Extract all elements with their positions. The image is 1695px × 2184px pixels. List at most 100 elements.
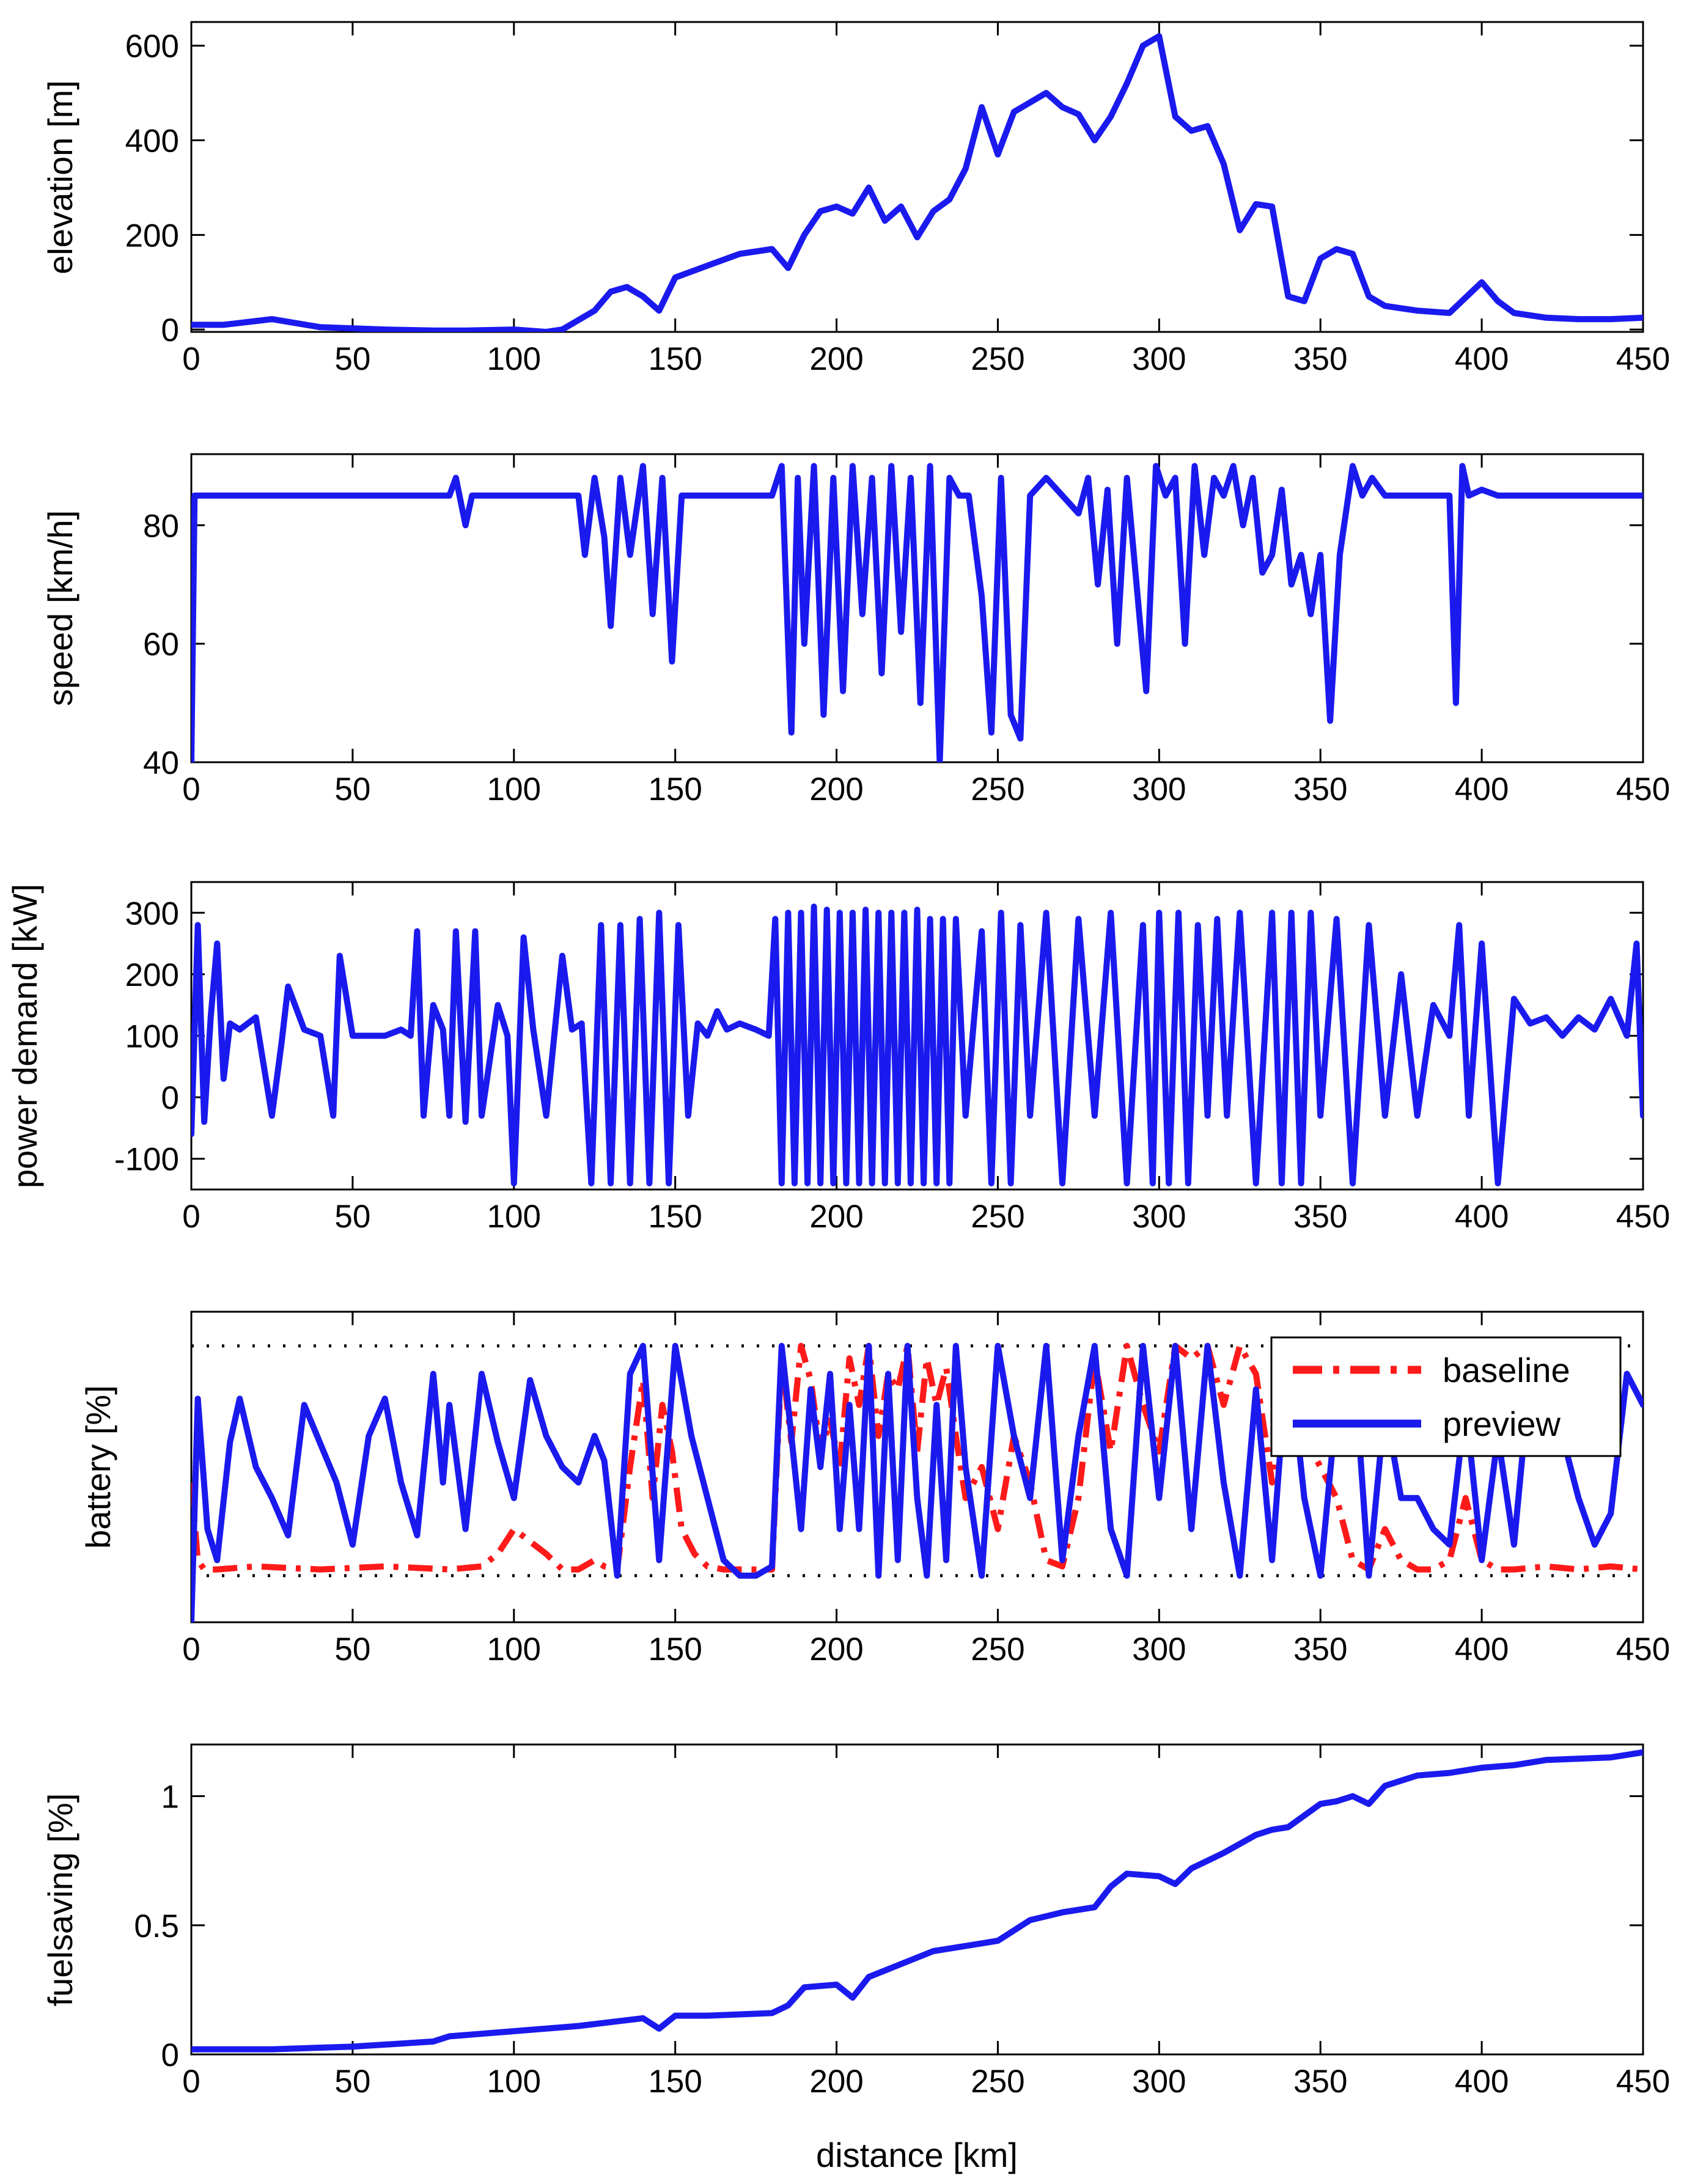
series-line-fuelsaving [191,1749,1643,2053]
x-tick-label: 150 [648,1199,702,1235]
y-tick-label: 200 [125,957,179,993]
x-ticks: 0 50 100 150 200 250 300 350 400 450 [182,882,1670,1235]
x-tick-label: 350 [1293,1631,1347,1667]
x-tick-label: 400 [1455,341,1509,377]
y-tick-label: 400 [125,123,179,160]
panel-speed: 40 60 80 0 50 100 150 200 250 300 350 400 450 speed… [41,453,1670,807]
y-tick-label: -100 [114,1142,179,1178]
series-line-power-demand [191,903,1643,1186]
y-tick-label: 60 [143,627,179,663]
y-tick-label: 100 [125,1019,179,1055]
x-tick-label: 350 [1293,1199,1347,1235]
y-ticks: -100 0 100 200 300 [114,895,1643,1178]
x-tick-label: 200 [809,1631,863,1667]
y-tick-label: 0 [161,312,179,348]
x-tick-label: 150 [648,341,702,377]
series-line-preview [191,1342,1643,1622]
x-tick-label: 150 [648,2064,702,2100]
y-ticks: 00.51 [134,1779,1643,2073]
x-tick-label: 50 [334,1199,370,1235]
x-tick-label: 250 [971,341,1024,377]
x-tick-label: 250 [971,771,1024,807]
x-tick-label: 200 [809,1199,863,1235]
panel-fuelsaving: 00.51 0 50 100 150 200 250 300 350 400 450 fuelsa… [41,1743,1670,2174]
x-tick-label: 50 [334,2064,370,2100]
legend: baseline preview [1270,1336,1622,1457]
x-tick-label: 200 [809,341,863,377]
y-tick-label: 40 [143,745,179,781]
x-tick-label: 100 [487,771,541,807]
y-tick-label: 0 [161,1080,179,1116]
series-group [191,1342,1643,1622]
x-tick-label: 0 [182,2064,200,2100]
y-tick-label: 80 [143,508,179,544]
panel-battery: 0 50 100 150 200 250 300 350 400 450 battery [%] … [79,1311,1670,1667]
x-tick-label: 450 [1616,2064,1670,2100]
y-tick-label: 300 [125,895,179,932]
y-tick-label: 0.5 [134,1908,179,1944]
x-tick-label: 250 [971,1199,1024,1235]
x-ticks: 0 50 100 150 200 250 300 350 400 450 [182,22,1670,377]
x-tick-label: 350 [1293,341,1347,377]
x-tick-label: 0 [182,771,200,807]
x-tick-label: 400 [1455,2064,1509,2100]
x-tick-label: 300 [1132,1631,1186,1667]
y-axis-label: speed [km/h] [41,510,79,707]
x-tick-label: 250 [971,1631,1024,1667]
x-tick-label: 400 [1455,1199,1509,1235]
x-tick-label: 100 [487,1631,541,1667]
x-tick-label: 300 [1132,771,1186,807]
series-line-baseline [191,1342,1643,1573]
y-tick-label: 0 [161,2037,179,2073]
y-axis-label: elevation [m] [41,80,79,274]
x-tick-label: 350 [1293,771,1347,807]
x-tick-label: 300 [1132,1199,1186,1235]
x-tick-label: 50 [334,1631,370,1667]
x-ticks: 0 50 100 150 200 250 300 350 400 450 [182,454,1670,807]
x-axis-label: distance [km] [816,2136,1018,2174]
x-tick-label: 300 [1132,341,1186,377]
x-tick-label: 100 [487,2064,541,2100]
y-axis-label: fuelsaving [%] [41,1793,79,2007]
x-tick-label: 50 [334,341,370,377]
x-tick-label: 150 [648,771,702,807]
x-tick-label: 0 [182,1631,200,1667]
x-tick-label: 400 [1455,771,1509,807]
plot-area [190,21,1644,333]
series-line-speed [191,463,1643,762]
x-tick-label: 200 [809,2064,863,2100]
x-tick-label: 450 [1616,341,1670,377]
x-ticks: 0 50 100 150 200 250 300 350 400 450 [182,1312,1670,1667]
plot-area [190,1743,1644,2056]
series-group [191,33,1643,332]
x-tick-label: 350 [1293,2064,1347,2100]
x-tick-label: 0 [182,341,200,377]
y-axis-label: battery [%] [79,1385,117,1549]
y-tick-label: 600 [125,29,179,65]
x-tick-label: 250 [971,2064,1024,2100]
x-ticks: 0 50 100 150 200 250 300 350 400 450 [182,1745,1670,2100]
series-line-elevation [191,33,1643,332]
x-tick-label: 450 [1616,1631,1670,1667]
y-tick-label: 1 [161,1779,179,1815]
x-tick-label: 100 [487,341,541,377]
legend-label-preview: preview [1443,1405,1561,1443]
y-ticks: 40 60 80 [143,508,1643,781]
x-tick-label: 100 [487,1199,541,1235]
x-tick-label: 50 [334,771,370,807]
x-tick-label: 400 [1455,1631,1509,1667]
y-tick-label: 200 [125,218,179,254]
x-tick-label: 450 [1616,771,1670,807]
series-group [191,463,1643,762]
series-group [191,903,1643,1186]
panel-elevation: 0 200 400 600 0 50 100 150 200 250 300 350 400 450 e… [41,21,1670,377]
x-tick-label: 0 [182,1199,200,1235]
y-ticks: 0 200 400 600 [125,29,1643,348]
x-tick-label: 300 [1132,2064,1186,2100]
x-tick-label: 150 [648,1631,702,1667]
x-tick-label: 450 [1616,1199,1670,1235]
y-axis-label: power demand [kW] [6,884,44,1188]
series-group [191,1749,1643,2053]
